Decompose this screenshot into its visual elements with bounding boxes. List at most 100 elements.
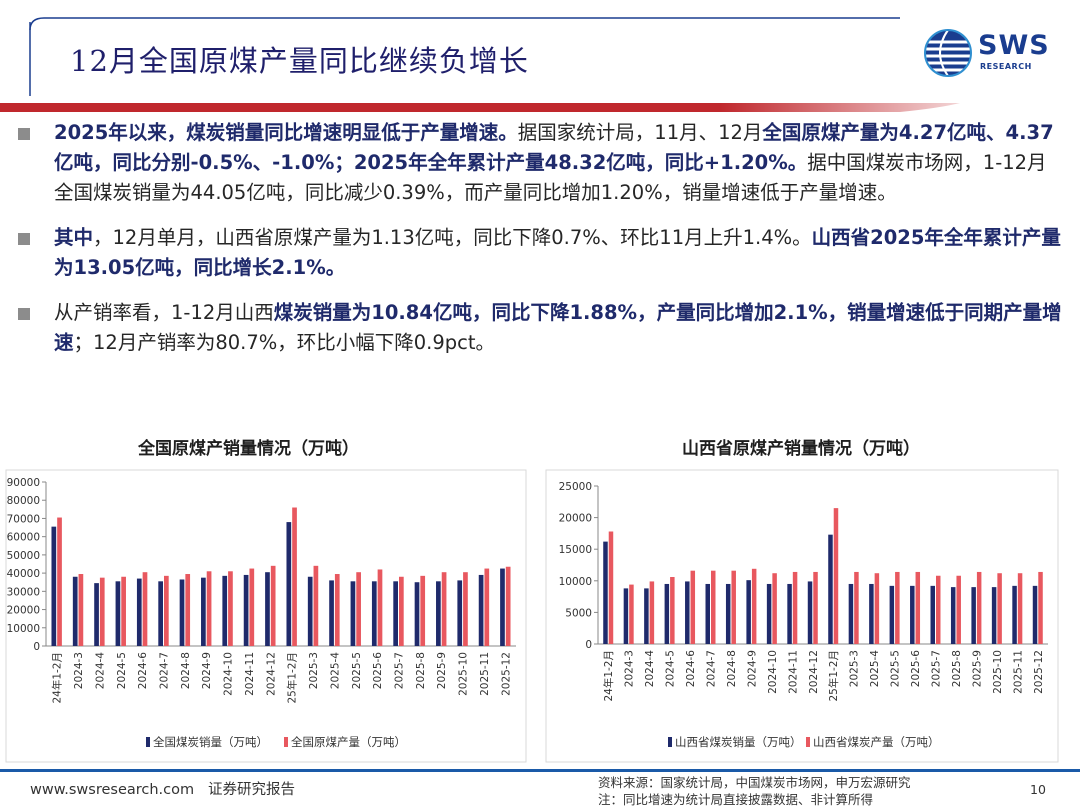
- y-tick-label: 40000: [7, 568, 40, 580]
- x-tick-label: 2025-4: [869, 650, 881, 688]
- bar: [711, 570, 716, 644]
- report-type: 证券研究报告: [207, 782, 295, 798]
- bar: [356, 572, 361, 646]
- bar: [463, 572, 468, 646]
- bar: [164, 575, 169, 646]
- x-tick-label: 2024-12: [265, 652, 277, 696]
- x-tick-label: 2024-6: [137, 652, 149, 690]
- bar: [505, 566, 511, 646]
- bar: [185, 574, 191, 646]
- bar: [286, 522, 292, 646]
- x-tick-label: 2025-5: [890, 650, 902, 687]
- page-number: 10: [1030, 782, 1046, 797]
- chart-title-shanxi: 山西省原煤产销量情况（万吨）: [682, 439, 920, 459]
- legend-label: 全国煤炭销量（万吨）: [153, 735, 268, 749]
- bar: [436, 581, 441, 646]
- x-tick-label: 2024-3: [73, 652, 85, 689]
- bar: [991, 587, 997, 644]
- x-tick-label: 2024-5: [665, 650, 677, 687]
- globe-logo-icon: [924, 29, 972, 77]
- bar: [350, 581, 356, 646]
- bar: [976, 571, 982, 644]
- bullet-item: 其中，12月单月，山西省原煤产量为1.13亿吨，同比下降0.7%、环比11月上升…: [18, 223, 1066, 283]
- header-decoration: [0, 17, 960, 112]
- bar: [270, 565, 276, 646]
- x-tick-label: 2025-10: [458, 652, 470, 696]
- x-tick-label: 2025-8: [415, 652, 427, 689]
- x-tick-label: 2024-10: [223, 652, 235, 696]
- legend-label: 山西省煤炭销量（万吨）: [675, 735, 802, 749]
- bar: [158, 581, 163, 646]
- x-tick-label: 2025-12: [500, 652, 512, 696]
- x-tick-label: 2025-12: [1033, 650, 1045, 694]
- bar: [807, 581, 813, 644]
- bar: [206, 571, 212, 646]
- y-tick-label: 15000: [559, 544, 592, 556]
- bar: [243, 574, 249, 646]
- y-tick-label: 20000: [559, 513, 592, 525]
- bar: [895, 571, 900, 644]
- bar: [377, 569, 383, 646]
- bar: [99, 577, 105, 646]
- x-tick-label: 2024-8: [180, 652, 192, 689]
- bullet-text-bold: 2025年以来，煤炭销量同比增速明显低于产量增速。: [54, 121, 518, 144]
- bullet-item: 从产销率看，1-12月山西煤炭销量为10.84亿吨，同比下降1.88%，产量同比…: [18, 298, 1066, 358]
- x-tick-label: 25年1-2月: [827, 650, 840, 702]
- footer-note: 注：同比增速为统计局直接披露数据、非计算所得: [598, 792, 874, 807]
- x-tick-label: 2024-9: [201, 652, 213, 689]
- bar: [956, 575, 961, 644]
- x-tick-label: 2025-6: [372, 652, 384, 690]
- bar: [57, 517, 62, 646]
- bullet-text-bold: 煤炭销量为10.84亿吨，同比下降1.88%，产量同比增加2.1%，销量增速低于…: [54, 301, 1062, 354]
- x-tick-label: 2025-11: [479, 652, 491, 696]
- bar: [1038, 571, 1043, 644]
- legend-swatch: [284, 737, 288, 747]
- bar: [228, 571, 233, 646]
- bar: [1012, 585, 1017, 644]
- x-tick-label: 2025-3: [308, 652, 320, 689]
- x-tick-label: 2025-4: [329, 652, 341, 690]
- source-label: 资料来源：: [598, 775, 661, 790]
- y-tick-label: 80000: [7, 495, 40, 507]
- bar: [874, 573, 880, 644]
- y-tick-label: 50000: [7, 550, 40, 562]
- bar: [334, 574, 340, 646]
- source-text: 国家统计局，中国煤炭市场网，申万宏源研究: [660, 775, 911, 790]
- bar: [828, 534, 833, 644]
- bar: [179, 579, 185, 646]
- chart-title-national: 全国原煤产销量情况（万吨）: [138, 439, 359, 459]
- bar: [869, 583, 874, 644]
- x-tick-label: 2024-9: [746, 650, 758, 687]
- y-tick-label: 25000: [559, 481, 592, 493]
- bar: [664, 583, 670, 644]
- bar: [115, 581, 121, 646]
- bar: [813, 571, 818, 644]
- bar: [997, 573, 1002, 644]
- bar: [292, 507, 297, 646]
- bar: [1032, 585, 1038, 644]
- bar: [441, 572, 447, 646]
- legend-label: 山西省煤炭产量（万吨）: [813, 735, 940, 749]
- website-link[interactable]: www.swsresearch.com: [30, 782, 195, 798]
- bar: [772, 573, 777, 644]
- bullet-text: 据国家统计局，11月、12月: [517, 121, 763, 144]
- logo-wordmark: SWS: [978, 30, 1050, 61]
- bar: [420, 575, 426, 646]
- bar: [603, 541, 608, 644]
- square-bullet-icon: [18, 128, 30, 140]
- logo-subtext: RESEARCH: [980, 62, 1032, 71]
- bar: [265, 572, 270, 646]
- y-tick-label: 10000: [7, 623, 40, 635]
- y-tick-label: 70000: [7, 513, 40, 525]
- page-title: 12月全国原煤产量同比继续负增长: [70, 44, 529, 78]
- bar: [910, 585, 915, 644]
- bar: [457, 580, 463, 646]
- x-tick-label: 2025-9: [971, 650, 983, 687]
- x-tick-label: 2024-4: [94, 652, 106, 690]
- bar: [670, 577, 675, 644]
- footer-left: www.swsresearch.com 证券研究报告: [30, 778, 295, 799]
- bar: [222, 575, 228, 646]
- bar: [307, 576, 313, 646]
- bar: [792, 571, 798, 644]
- bullet-item: 2025年以来，煤炭销量同比增速明显低于产量增速。据国家统计局，11月、12月全…: [18, 118, 1066, 208]
